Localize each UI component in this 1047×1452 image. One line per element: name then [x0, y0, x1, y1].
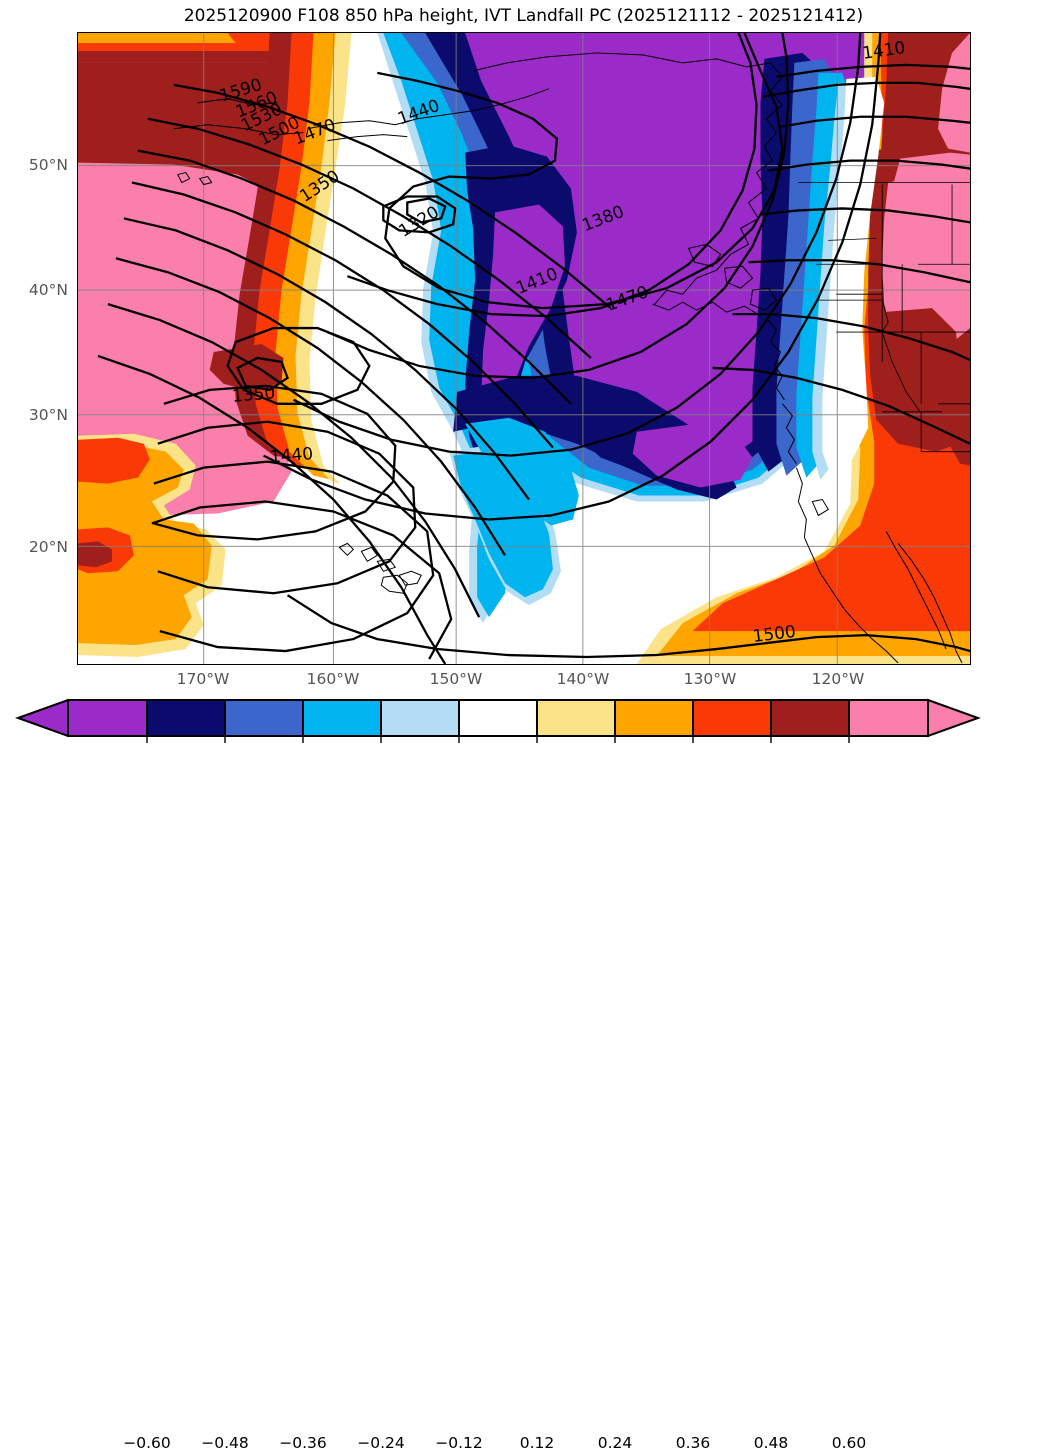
colorbar-band-8 [692, 699, 772, 737]
colorbar-under-arrow [15, 698, 69, 738]
colorbar-tick-label-7: 0.36 [675, 1434, 711, 1452]
shaded-region-southwest [78, 433, 226, 658]
colorbar-band-6 [536, 699, 616, 737]
page-title: 2025120900 F108 850 hPa height, IVT Land… [183, 6, 864, 26]
colorbar-over-arrow [927, 698, 981, 738]
contour-label: 1350 [231, 382, 276, 406]
figure-root: 2025120900 F108 850 hPa height, IVT Land… [0, 6, 1047, 1452]
y-tick-label-30n: 30°N [28, 406, 68, 424]
colorbar-band-5 [458, 699, 538, 737]
colorbar-ticks [146, 736, 850, 743]
height-contours-central [263, 33, 970, 521]
x-tick-label-170w: 170°W [176, 670, 230, 688]
colorbar-tick-label-3: −0.24 [357, 1434, 405, 1452]
y-tick-label-50n: 50°N [28, 156, 68, 174]
colorbar-tick-label-8: 0.48 [753, 1434, 789, 1452]
colorbar-swatches [15, 698, 981, 738]
x-tick-label-140w: 140°W [556, 670, 610, 688]
y-tick-label-40n: 40°N [28, 281, 68, 299]
colorbar-tick-label-2: −0.36 [279, 1434, 327, 1452]
colorbar-band-3 [302, 699, 382, 737]
colorbar-tick-label-5: 0.12 [519, 1434, 555, 1452]
colorbar-band-1 [146, 699, 226, 737]
colorbar-band-7 [614, 699, 694, 737]
x-tick-label-150w: 150°W [429, 670, 483, 688]
colorbar-tick-label-9: 0.60 [831, 1434, 867, 1452]
contour-label: 1440 [269, 443, 314, 467]
colorbar-band-0 [67, 699, 148, 737]
colorbar[interactable]: −0.60 −0.48 −0.36 −0.24 −0.12 0.12 0.24 … [0, 697, 1047, 1452]
shaded-pocket-west [209, 344, 284, 392]
map-svg: 1590 1560 1530 1500 1470 1350 1440 1320 … [78, 33, 970, 664]
height-contour-closed-cells [151, 326, 970, 660]
colorbar-tick-label-4: −0.12 [435, 1434, 483, 1452]
x-tick-label-130w: 130°W [683, 670, 737, 688]
colorbar-band-2 [224, 699, 304, 737]
x-tick-label-160w: 160°W [306, 670, 360, 688]
map-coastlines [173, 52, 963, 664]
map-plot-area[interactable]: 1590 1560 1530 1500 1470 1350 1440 1320 … [77, 32, 971, 665]
colorbar-tick-label-0: −0.60 [123, 1434, 171, 1452]
colorbar-band-10 [848, 699, 929, 737]
y-tick-label-20n: 20°N [28, 538, 68, 556]
x-tick-label-120w: 120°W [811, 670, 865, 688]
colorbar-svg [15, 698, 981, 743]
colorbar-tick-label-1: −0.48 [201, 1434, 249, 1452]
colorbar-band-9 [770, 699, 850, 737]
colorbar-band-4 [380, 699, 460, 737]
colorbar-tick-label-6: 0.24 [597, 1434, 633, 1452]
